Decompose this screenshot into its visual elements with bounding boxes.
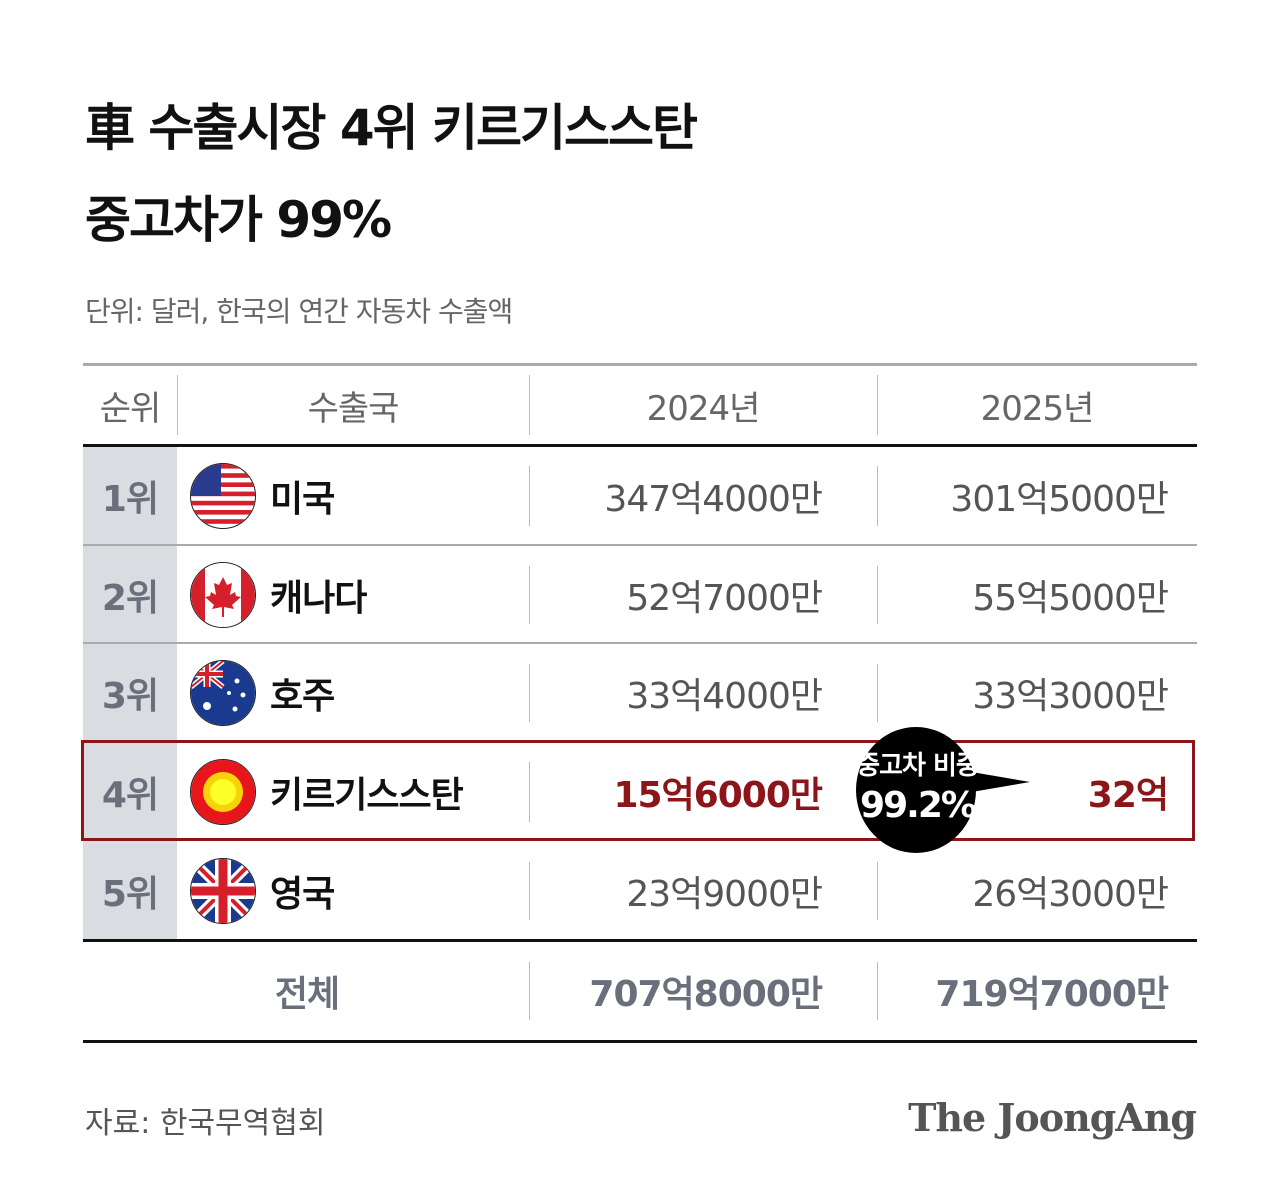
country-name: 미국 — [270, 479, 335, 520]
rank-column-bg — [83, 446, 177, 940]
country-cell: 호주 — [190, 644, 520, 742]
annotation-label: 중고차 비중 — [856, 751, 980, 781]
value-2025: 32억 — [1087, 775, 1169, 816]
divider — [529, 862, 530, 920]
value-2024: 52억7000만 — [626, 578, 823, 619]
country-cell: 영국 — [190, 842, 520, 940]
divider — [877, 862, 878, 920]
total-2024: 707억8000만 — [589, 974, 823, 1015]
kyrgyzstan-flag-icon — [190, 759, 256, 825]
divider — [529, 762, 530, 822]
rank: 1위 — [101, 479, 159, 520]
divider — [83, 939, 1197, 942]
divider — [83, 642, 1197, 644]
country-name: 키르기스스탄 — [270, 775, 464, 816]
source-note: 자료: 한국무역협회 — [85, 1106, 326, 1141]
unit-note: 단위: 달러, 한국의 연간 자동차 수출액 — [85, 295, 513, 328]
country-name: 영국 — [270, 874, 335, 915]
divider — [177, 375, 178, 435]
country-cell: 캐나다 — [190, 546, 520, 644]
divider — [529, 962, 530, 1020]
country-name: 호주 — [270, 676, 335, 717]
uk-flag-icon — [190, 858, 256, 924]
rank: 4위 — [101, 775, 159, 816]
australia-flag-icon — [190, 660, 256, 726]
divider — [877, 466, 878, 526]
country-cell: 키르기스스탄 — [190, 742, 520, 842]
header-country: 수출국 — [307, 388, 400, 429]
title-line-2: 중고차가 99% — [85, 191, 392, 249]
country-cell: 미국 — [190, 446, 520, 546]
value-2025: 55억5000만 — [972, 578, 1169, 619]
divider — [529, 566, 530, 624]
value-2025: 26억3000만 — [972, 874, 1169, 915]
rank: 3위 — [101, 676, 159, 717]
divider — [529, 664, 530, 722]
header-2025: 2025년 — [980, 388, 1095, 429]
divider — [529, 375, 530, 435]
value-2024: 347억4000만 — [604, 479, 823, 520]
divider — [83, 363, 1197, 366]
value-2025: 33억3000만 — [972, 676, 1169, 717]
total-2025: 719억7000만 — [935, 974, 1169, 1015]
title-line-1: 車 수출시장 4위 키르기스스탄 — [85, 99, 698, 157]
annotation-value: 99.2% — [860, 785, 977, 826]
divider — [83, 544, 1197, 546]
value-2025: 301억5000만 — [950, 479, 1169, 520]
divider — [83, 444, 1197, 447]
canada-flag-icon — [190, 562, 256, 628]
divider — [83, 1040, 1197, 1043]
annotation-bubble — [856, 727, 976, 853]
value-2024: 23억9000만 — [626, 874, 823, 915]
rank: 5위 — [101, 874, 159, 915]
header-rank: 순위 — [99, 388, 162, 429]
value-2024: 33억4000만 — [626, 676, 823, 717]
divider — [529, 466, 530, 526]
rank: 2위 — [101, 578, 159, 619]
highlight-box — [81, 740, 1195, 841]
logo: The JoongAng — [908, 1095, 1197, 1140]
divider — [877, 962, 878, 1020]
country-name: 캐나다 — [270, 578, 367, 619]
value-2024: 15억6000만 — [613, 775, 823, 816]
us-flag-icon — [190, 463, 256, 529]
divider — [877, 375, 878, 435]
divider — [877, 566, 878, 624]
divider — [877, 664, 878, 722]
total-label: 전체 — [274, 974, 340, 1015]
header-2024: 2024년 — [646, 388, 761, 429]
